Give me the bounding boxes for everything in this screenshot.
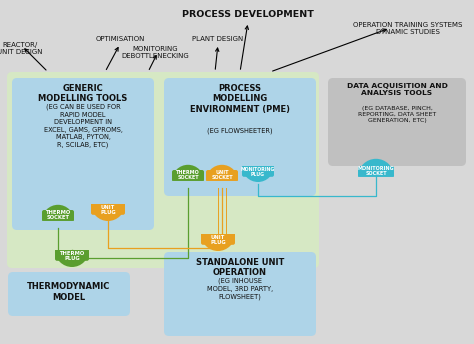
Wedge shape bbox=[206, 165, 238, 181]
FancyBboxPatch shape bbox=[91, 204, 125, 215]
Text: (EG INHOUSE
MODEL, 3RD PARTY,
FLOWSHEET): (EG INHOUSE MODEL, 3RD PARTY, FLOWSHEET) bbox=[207, 278, 273, 300]
Text: UNIT
PLUG: UNIT PLUG bbox=[210, 235, 226, 245]
Wedge shape bbox=[172, 165, 204, 181]
Text: REACTOR/
UNIT DESIGN: REACTOR/ UNIT DESIGN bbox=[0, 42, 43, 55]
Text: OPTIMISATION: OPTIMISATION bbox=[95, 36, 145, 42]
FancyBboxPatch shape bbox=[55, 250, 89, 261]
Wedge shape bbox=[42, 205, 74, 221]
Text: (EG FLOWSHEETER): (EG FLOWSHEETER) bbox=[207, 128, 273, 135]
Wedge shape bbox=[55, 250, 89, 267]
Wedge shape bbox=[358, 159, 394, 177]
Text: PROCESS DEVELOPMENT: PROCESS DEVELOPMENT bbox=[182, 10, 314, 19]
Text: DATA ACQUISITION AND
ANALYSIS TOOLS: DATA ACQUISITION AND ANALYSIS TOOLS bbox=[346, 83, 447, 96]
Text: OPERATION TRAINING SYSTEMS
DYNAMIC STUDIES: OPERATION TRAINING SYSTEMS DYNAMIC STUDI… bbox=[353, 22, 463, 35]
Wedge shape bbox=[91, 204, 125, 221]
Text: (EG DATABASE, PINCH,
REPORTING, DATA SHEET
GENERATION, ETC): (EG DATABASE, PINCH, REPORTING, DATA SHE… bbox=[358, 106, 436, 123]
Text: UNIT
PLUG: UNIT PLUG bbox=[100, 205, 116, 215]
FancyBboxPatch shape bbox=[206, 170, 238, 181]
Text: UNIT
SOCKET: UNIT SOCKET bbox=[211, 170, 233, 180]
FancyBboxPatch shape bbox=[7, 72, 319, 268]
Text: THERMO
SOCKET: THERMO SOCKET bbox=[176, 170, 200, 180]
Text: GENERIC
MODELLING TOOLS: GENERIC MODELLING TOOLS bbox=[38, 84, 128, 104]
FancyBboxPatch shape bbox=[358, 166, 394, 177]
Text: THERMO
SOCKET: THERMO SOCKET bbox=[46, 209, 71, 220]
FancyBboxPatch shape bbox=[164, 252, 316, 336]
Text: (EG CAN BE USED FOR
RAPID MODEL
DEVELOPMENT IN
EXCEL, GAMS, GPROMS,
MATLAB, PYTO: (EG CAN BE USED FOR RAPID MODEL DEVELOPM… bbox=[44, 104, 122, 149]
Text: MONITORING
DEBOTTLENECKING: MONITORING DEBOTTLENECKING bbox=[121, 46, 189, 59]
FancyBboxPatch shape bbox=[164, 78, 316, 196]
Wedge shape bbox=[242, 166, 274, 182]
Wedge shape bbox=[201, 234, 235, 251]
FancyBboxPatch shape bbox=[8, 272, 130, 316]
FancyBboxPatch shape bbox=[242, 166, 274, 177]
FancyBboxPatch shape bbox=[201, 234, 235, 245]
Text: PROCESS
MODELLING
ENVIRONMENT (PME): PROCESS MODELLING ENVIRONMENT (PME) bbox=[190, 84, 290, 114]
Text: THERMODYNAMIC
MODEL: THERMODYNAMIC MODEL bbox=[27, 282, 111, 302]
FancyBboxPatch shape bbox=[172, 170, 204, 181]
Text: THERMO
PLUG: THERMO PLUG bbox=[59, 251, 85, 261]
FancyBboxPatch shape bbox=[42, 210, 74, 221]
Text: PLANT DESIGN: PLANT DESIGN bbox=[192, 36, 244, 42]
Text: MONITORING
SOCKET: MONITORING SOCKET bbox=[358, 166, 394, 176]
Text: STANDALONE UNIT
OPERATION: STANDALONE UNIT OPERATION bbox=[196, 258, 284, 277]
Text: MONITORING
PLUG: MONITORING PLUG bbox=[241, 167, 275, 177]
FancyBboxPatch shape bbox=[12, 78, 154, 230]
FancyBboxPatch shape bbox=[328, 78, 466, 166]
